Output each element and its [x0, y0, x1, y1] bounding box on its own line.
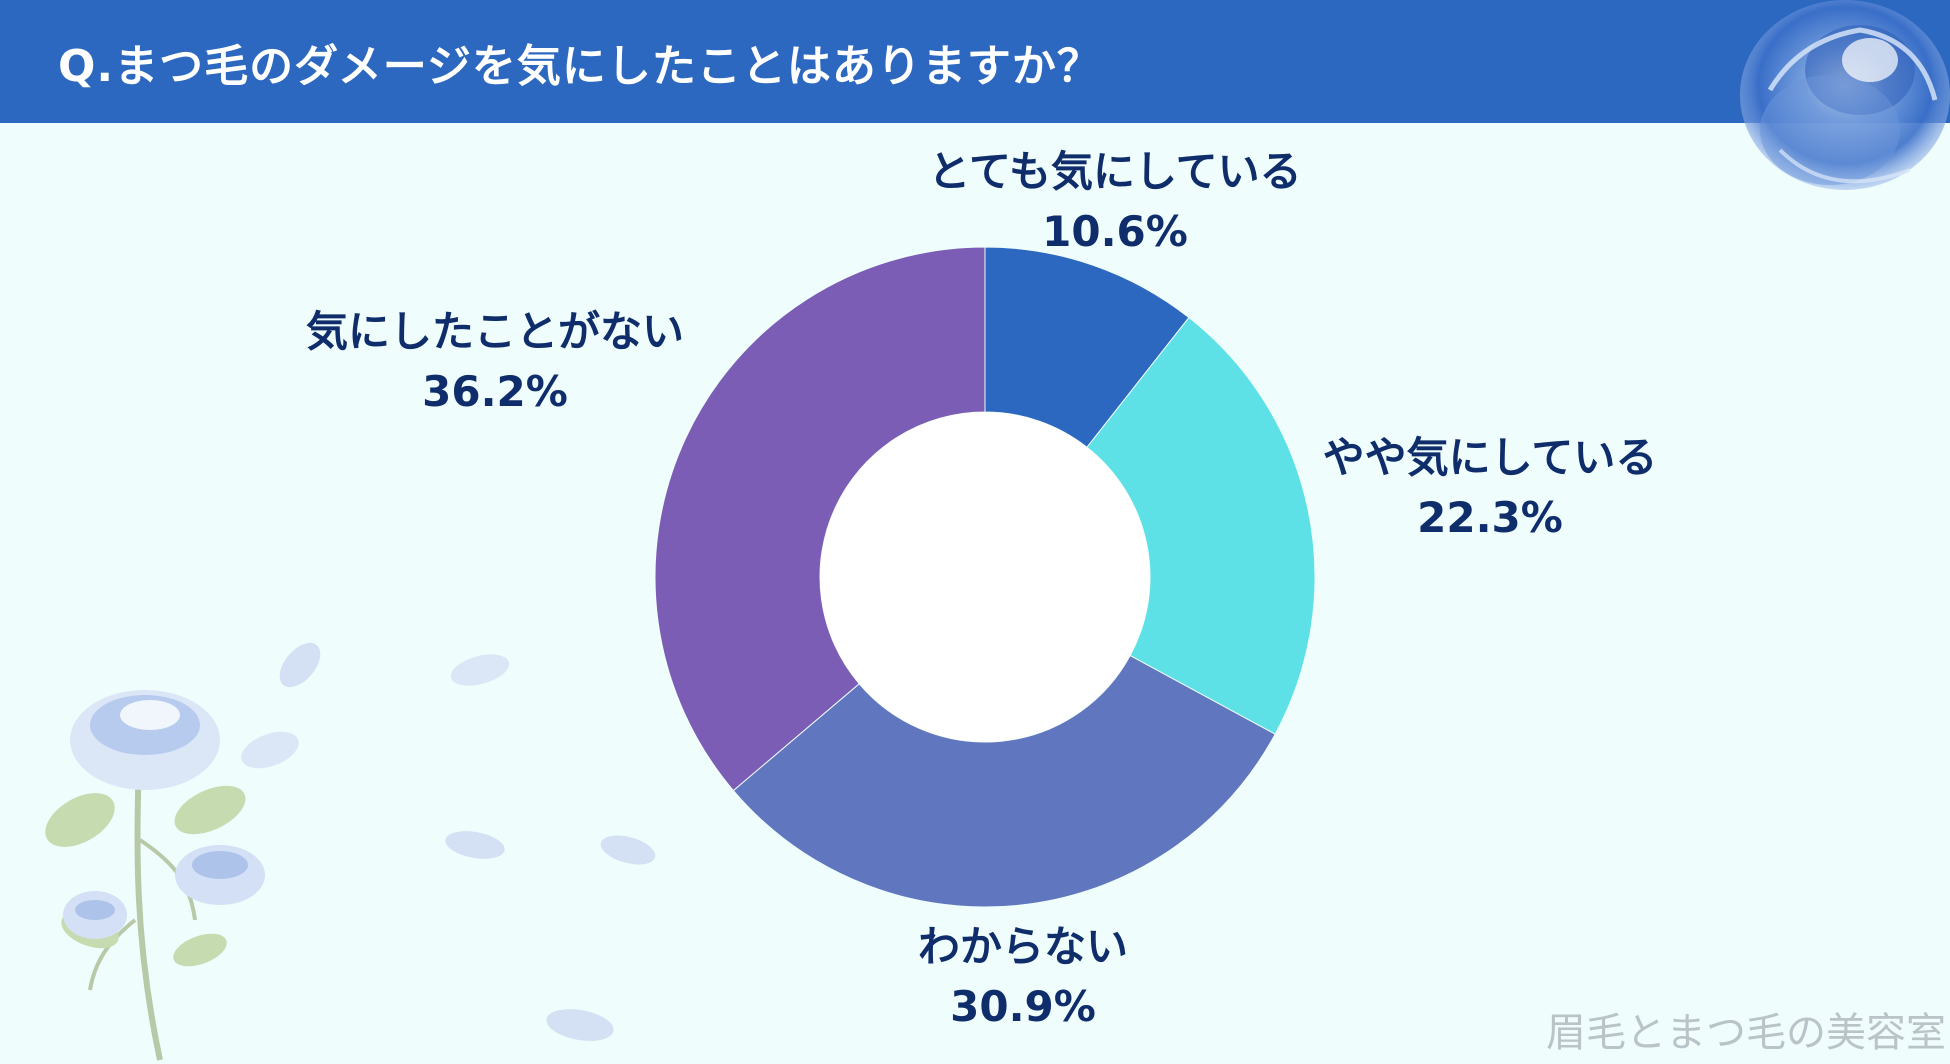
- slice-label-text-1: やや気にしている: [1322, 433, 1658, 482]
- slice-value-2: 30.9%: [950, 982, 1096, 1031]
- slice-label-text-2: わからない: [917, 922, 1129, 971]
- blue-rose-icon: [1740, 0, 1950, 190]
- slice-label-3: 気にしたことがない 36.2%: [306, 302, 684, 422]
- slice-label-1: やや気にしている 22.3%: [1323, 428, 1658, 548]
- watermark: 眉毛とまつ毛の美容室: [1546, 1010, 1946, 1056]
- slice-value-1: 22.3%: [1417, 493, 1563, 542]
- title-bar: Q.まつ毛のダメージを気にしたことはありますか？: [0, 0, 1950, 123]
- page-title: Q.まつ毛のダメージを気にしたことはありますか？: [58, 41, 1102, 92]
- slice-value-3: 36.2%: [422, 367, 568, 416]
- slice-label-2: わからない 30.9%: [918, 917, 1128, 1037]
- slice-label-text-0: とても気にしている: [928, 147, 1302, 196]
- slice-label-text-3: 気にしたことがない: [305, 307, 685, 356]
- donut-hole: [820, 412, 1150, 742]
- slice-label-0: とても気にしている 10.6%: [928, 142, 1301, 262]
- blue-rose-branch-icon: [45, 690, 265, 1061]
- slice-value-0: 10.6%: [1042, 207, 1188, 256]
